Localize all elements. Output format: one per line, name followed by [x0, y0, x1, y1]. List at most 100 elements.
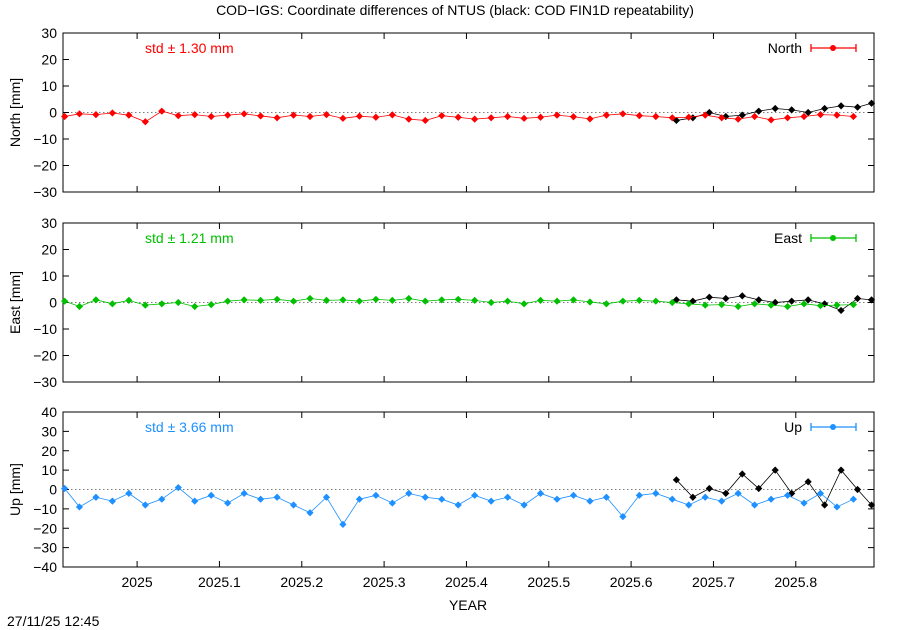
x-tick-label: 2025.4 — [445, 574, 488, 590]
data-point — [751, 501, 759, 509]
data-point — [849, 112, 858, 121]
data-point — [125, 296, 133, 304]
data-point — [788, 106, 796, 114]
y-tick-label: 10 — [41, 462, 57, 478]
data-point — [339, 296, 347, 304]
data-point — [849, 495, 858, 503]
legend-label: Up — [784, 419, 802, 435]
data-point — [520, 501, 528, 509]
data-point — [504, 493, 512, 501]
data-point — [672, 296, 680, 304]
data-point — [853, 103, 862, 111]
data-point — [800, 499, 808, 507]
data-point — [569, 113, 578, 121]
data-point — [257, 112, 265, 120]
data-point — [405, 115, 413, 123]
data-point — [685, 113, 693, 121]
data-point — [689, 493, 697, 501]
data-point — [771, 104, 779, 113]
y-tick-label: 10 — [41, 268, 57, 284]
data-point — [652, 112, 660, 121]
data-point — [306, 294, 314, 303]
data-point — [635, 112, 643, 120]
legend-marker — [830, 424, 836, 430]
y-tick-label: 40 — [41, 404, 57, 420]
data-point — [553, 111, 561, 119]
data-point — [158, 300, 166, 308]
chart-title: COD−IGS: Coordinate differences of NTUS … — [216, 2, 694, 18]
data-point — [853, 485, 862, 494]
data-point — [718, 497, 726, 505]
data-point — [800, 112, 808, 121]
data-point — [536, 489, 545, 497]
y-tick-label: −10 — [33, 131, 57, 147]
data-point — [689, 297, 697, 305]
data-point — [273, 493, 281, 501]
data-point — [833, 503, 841, 511]
data-point — [421, 493, 429, 501]
y-axis-label: Up [mm] — [7, 463, 23, 516]
data-point — [867, 501, 876, 509]
data-point — [405, 294, 413, 303]
panels: −30 −20 −10 0 10 20 30 North [mm] std ± 1.30 mm N… — [7, 25, 876, 590]
y-tick-label: −30 — [33, 374, 57, 390]
y-tick-label: 30 — [41, 25, 57, 41]
y-tick-label: −20 — [33, 348, 57, 364]
data-point — [586, 115, 594, 123]
panel-east: −30 −20 −10 0 10 20 30 East [mm] std ± 1.21 mm Ea… — [7, 215, 876, 390]
y-tick-label: 30 — [41, 423, 57, 439]
data-point — [471, 115, 479, 123]
data-point — [804, 108, 812, 117]
data-point — [586, 497, 594, 505]
data-point — [421, 116, 429, 125]
series-cod-igs — [61, 483, 858, 528]
data-point — [718, 114, 726, 122]
data-point — [755, 484, 763, 493]
data-point — [685, 300, 693, 308]
data-point — [125, 489, 133, 497]
data-point — [61, 484, 69, 493]
data-point — [820, 104, 829, 113]
data-point — [158, 495, 166, 503]
data-point — [339, 114, 347, 122]
data-point — [289, 111, 298, 119]
y-axis-label: North [mm] — [7, 78, 23, 147]
y-tick-label: −20 — [33, 158, 57, 174]
data-point — [92, 493, 100, 501]
data-point — [783, 491, 792, 499]
std-label: std ± 3.66 mm — [145, 419, 234, 435]
y-tick-label: 10 — [41, 78, 57, 94]
data-point — [257, 296, 265, 304]
legend-marker — [830, 45, 836, 51]
data-point — [306, 509, 314, 517]
data-point — [471, 491, 479, 499]
data-point — [705, 484, 713, 493]
data-point — [569, 491, 578, 499]
data-point — [833, 111, 841, 119]
data-point — [816, 111, 825, 119]
data-point — [520, 300, 528, 308]
data-point — [454, 113, 462, 121]
data-point — [738, 470, 746, 478]
y-axis-label: East [mm] — [7, 271, 23, 334]
data-point — [322, 111, 331, 119]
data-point — [487, 114, 495, 122]
std-label: std ± 1.30 mm — [145, 40, 234, 56]
data-point — [322, 296, 331, 304]
data-point — [240, 296, 248, 304]
data-point — [174, 483, 182, 492]
data-point — [718, 301, 726, 309]
data-point — [635, 491, 643, 499]
data-point — [849, 301, 858, 309]
data-point — [504, 297, 512, 305]
data-point — [701, 111, 709, 119]
data-point — [191, 111, 199, 119]
data-point — [174, 298, 182, 307]
data-point — [224, 111, 232, 119]
data-point — [867, 99, 876, 107]
data-point — [602, 300, 611, 308]
y-tick-label: 20 — [41, 242, 57, 258]
data-point — [619, 110, 627, 118]
data-point — [652, 489, 660, 497]
data-point — [833, 301, 841, 309]
